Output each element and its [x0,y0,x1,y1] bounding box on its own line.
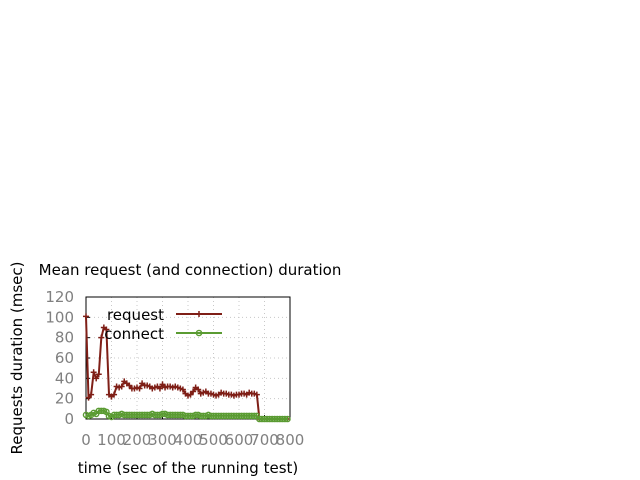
legend: request connect [104,306,222,343]
legend-marker-icon-request [196,311,202,317]
legend-label-request: request [107,306,164,324]
data-point-request [111,391,118,398]
data-point-request [136,385,143,392]
y-tick-label: 60 [55,349,74,367]
data-point-request [159,381,166,388]
data-point-request [126,382,133,389]
x-tick-label: 600 [225,431,254,449]
data-point-request [253,391,260,398]
x-tick-label: 800 [276,431,305,449]
x-tick-label: 400 [174,431,203,449]
data-point-request [90,369,97,376]
data-point-request [156,385,163,392]
y-axis-label: Requests duration (msec) [8,261,26,454]
series-connect [82,407,291,423]
data-point-connect [281,415,289,423]
y-tick-label: 100 [45,308,74,326]
data-point-request [88,391,95,398]
data-point-request [95,371,102,378]
data-point-request [118,383,125,390]
x-tick-label: 0 [81,431,91,449]
data-point-request [93,375,100,382]
series [82,313,291,423]
data-point-request [83,313,89,320]
data-point-request [195,386,202,393]
legend-marker-connect [195,329,203,337]
data-point-request [98,334,105,341]
x-tick-label: 700 [250,431,279,449]
legend-marker-request [196,311,202,317]
y-tick-label: 0 [64,410,74,428]
grid [86,297,290,419]
data-point-request [187,391,194,398]
data-point-connect [250,412,258,420]
y-tick-label: 40 [55,369,74,387]
y-axis-ticks: 0 20 40 60 80 100 120 [45,288,90,428]
data-point-request [190,388,197,395]
chart-title: Mean request (and connection) duration [39,261,342,279]
data-point-connect [284,415,291,423]
x-tick-label: 200 [123,431,152,449]
x-tick-label: 500 [199,431,228,449]
x-tick-label: 100 [97,431,126,449]
y-tick-label: 120 [45,288,74,306]
legend-marker-icon-connect [195,329,203,337]
data-point-request [85,394,92,401]
y-tick-label: 80 [55,329,74,347]
legend-label-connect: connect [104,325,164,343]
y-tick-label: 20 [55,390,74,408]
data-point-request [103,326,110,333]
x-tick-label: 300 [148,431,177,449]
x-axis-label: time (sec of the running test) [78,459,299,477]
data-point-request [179,386,186,393]
